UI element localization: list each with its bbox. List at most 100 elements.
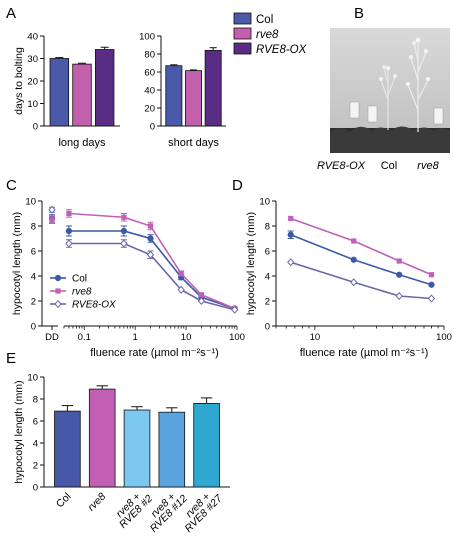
- chartD-series-line-2: [290, 261, 432, 300]
- chartA2-x-label: short days: [168, 137, 219, 149]
- chartC-legend-label-1: rve8: [72, 287, 92, 298]
- chartC-series-line-2: [68, 242, 235, 311]
- chart-a-short-days: 0 20 40 60 80 100 short days: [139, 32, 226, 149]
- chartA1-y-tick-label-2: 20: [27, 77, 38, 88]
- chartC-series-2-dd-point: [48, 205, 56, 214]
- chartA1-y-label: days to bolting: [13, 47, 25, 115]
- panel-letter-a: A: [6, 5, 16, 22]
- chartC-series-0-point-2: [147, 235, 154, 242]
- chartD-y-tick-label-0: 0: [265, 322, 270, 333]
- chartD-series-1-point-2: [396, 258, 402, 264]
- panel-letter-b: B: [354, 5, 364, 22]
- plant-photo: [330, 28, 450, 153]
- chartC-series-1-point-3: [178, 270, 184, 277]
- chart-d-fluence: 0 2 4 6 8 10 10 100 fluence rate (µmol m⁻²s⁻¹) hy…: [245, 197, 452, 360]
- chartE-y-tick-label-5: 10: [27, 373, 38, 384]
- chartE-bar-4: [193, 402, 220, 488]
- panel-letter-e: E: [6, 350, 16, 367]
- chartA1-y-tick-label-3: 30: [27, 54, 38, 65]
- photo-label-rve8: rve8: [417, 160, 439, 172]
- chartC-series-2-point-4: [197, 296, 206, 306]
- chartC-x-tick-label-0: 0.1: [78, 332, 91, 343]
- chartA1-y-tick-label-1: 10: [27, 99, 38, 110]
- chartE-bar-0: [54, 410, 81, 488]
- legend-swatch-rve8: [233, 27, 252, 40]
- chartC-series-1-point-2: [147, 223, 154, 229]
- chartD-y-tick-label-2: 4: [265, 272, 270, 283]
- chartD-x-tick-label-0: 10: [310, 332, 321, 343]
- chartD-y-tick-label-4: 8: [265, 222, 270, 233]
- chartD-series-1-point-3: [428, 272, 435, 278]
- chartC-y-tick-label-1: 2: [31, 297, 36, 308]
- chartD-series-2-point-1: [350, 278, 358, 287]
- chartE-y-tick-label-0: 0: [33, 483, 38, 494]
- chartC-series-1-point-4: [198, 292, 205, 298]
- chartA1-bar-0: [49, 58, 70, 127]
- panel-letter-c: C: [6, 177, 17, 194]
- chartC-series-line-0: [68, 230, 235, 310]
- photo-label-col: Col: [381, 160, 398, 172]
- chartC-y-tick-label-2: 4: [31, 272, 36, 283]
- chartC-legend-label-0: Col: [72, 274, 87, 285]
- chartC-y-tick-label-4: 8: [31, 222, 36, 233]
- chartC-series-0-point-0: [65, 227, 73, 235]
- chartC-x-label: fluence rate (µmol m⁻²s⁻¹): [90, 347, 219, 359]
- chartA2-y-tick-label-4: 80: [144, 50, 155, 61]
- chartC-series-2-point-3: [177, 285, 185, 294]
- chartC-series-1-point-0: [66, 210, 72, 217]
- chartD-series-0-point-1: [350, 256, 357, 263]
- chartA2-y-tick-label-1: 20: [144, 104, 155, 115]
- chartC-series-2-point-2: [146, 250, 155, 259]
- chartC-series-0-point-1: [120, 227, 127, 235]
- chartA1-y-tick-label-4: 40: [27, 32, 38, 43]
- chartD-y-tick-label-1: 2: [265, 297, 270, 308]
- chart-a-long-days: 0 10 20 30 40 long days days to bolting: [13, 32, 120, 149]
- chartC-series-1-dd-point: [49, 217, 55, 223]
- chartD-series-0-point-3: [428, 281, 435, 288]
- chartC-y-label: hypocotyl length (mm): [11, 212, 23, 315]
- legend-swatch-col: [233, 12, 252, 25]
- chartA2-y-tick-label-2: 40: [144, 86, 155, 97]
- chartD-series-0-point-0: [287, 231, 294, 238]
- chartE-category-label-0-0: Col: [54, 491, 74, 511]
- legend-label-rve8-ox: RVE8-OX: [256, 44, 308, 56]
- chartE-bar-2: [123, 409, 151, 488]
- chartE-category-label-1-0: rve8: [85, 491, 108, 514]
- chartC-legend-label-2: RVE8-OX: [72, 300, 116, 311]
- chartD-series-0-point-2: [396, 271, 403, 278]
- chartE-y-label: hypocotyl length (mm): [13, 380, 25, 483]
- chartE-y-tick-label-1: 2: [33, 461, 38, 472]
- chartD-series-line-1: [290, 217, 432, 276]
- chartC-x-tick-label-dd: DD: [45, 332, 59, 343]
- chartC-y-tick-label-0: 0: [31, 322, 36, 333]
- chartE-y-tick-label-2: 4: [33, 439, 38, 450]
- photo-label-rve8-ox: RVE8-OX: [317, 160, 366, 172]
- chartC-y-tick-label-3: 6: [31, 247, 36, 258]
- chartA2-y-tick-label-3: 60: [144, 68, 155, 79]
- chartC-legend-marker-2: [54, 299, 62, 309]
- chartA2-y-tick-label-5: 100: [139, 32, 155, 43]
- legend-label-col: Col: [256, 14, 273, 26]
- chartA1-bar-2: [94, 49, 115, 127]
- chartA2-bar-1: [185, 70, 202, 127]
- chartA1-y-tick-label-0: 0: [33, 122, 38, 133]
- chartD-y-tick-label-5: 10: [259, 197, 270, 208]
- chartD-series-2-point-2: [395, 291, 403, 301]
- chartC-series-2-point-0: [65, 239, 73, 248]
- chartD-y-label: hypocotyl length (mm): [245, 212, 257, 315]
- chartC-x-tick-label-2: 10: [181, 332, 192, 343]
- chartD-series-1-point-1: [351, 238, 357, 244]
- chartC-legend-marker-1: [55, 288, 61, 294]
- chartE-bar-3: [158, 411, 186, 488]
- chartE-bar-1: [88, 388, 116, 488]
- chartA1-x-label: long days: [58, 137, 106, 149]
- chart-c-fluence: 0 2 4 6 8 10 DD 0.1 1 10 100 fluence rate (µmol m⁻²…: [11, 197, 245, 360]
- chartA2-bar-2: [204, 50, 222, 127]
- chartD-series-1-point-0: [288, 215, 294, 222]
- chartA1-bar-1: [72, 63, 92, 127]
- chartD-x-tick-label-1: 100: [436, 332, 452, 343]
- chartD-series-2-point-0: [287, 258, 295, 267]
- legend-label-rve8: rve8: [256, 29, 279, 41]
